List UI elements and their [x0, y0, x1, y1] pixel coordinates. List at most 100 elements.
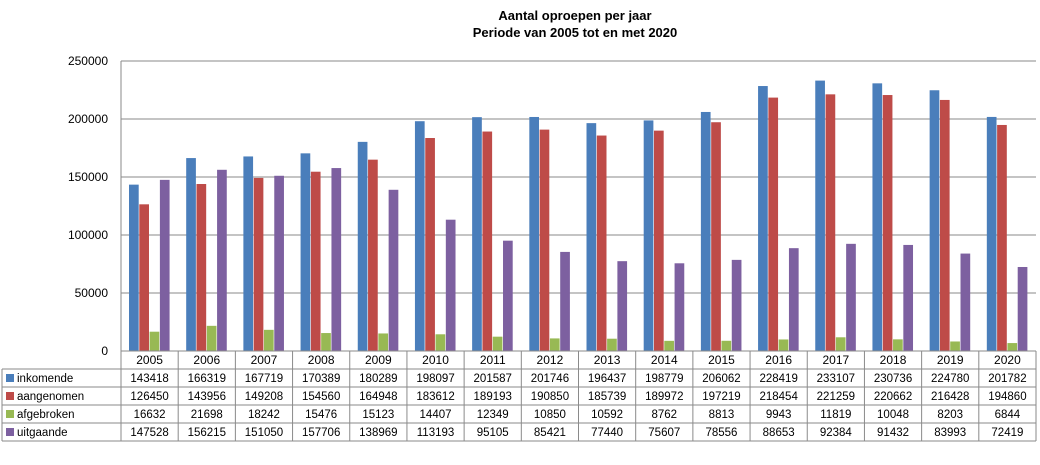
bar-uitgaande-2015: [731, 259, 742, 351]
data-label-afgebroken-2014: 8762: [651, 409, 677, 421]
bar-aangenomen-2016: [768, 97, 779, 352]
data-label-inkomende-2014: 198779: [645, 373, 683, 385]
bar-afgebroken-2005: [149, 331, 160, 351]
data-label-aangenomen-2011: 189193: [474, 391, 512, 403]
data-label-inkomende-2017: 233107: [817, 373, 855, 385]
bar-uitgaande-2009: [388, 189, 399, 351]
y-tick-label: 250000: [68, 54, 108, 68]
data-label-inkomende-2011: 201587: [474, 373, 512, 385]
bar-afgebroken-2016: [778, 339, 789, 351]
bar-uitgaande-2012: [560, 251, 570, 351]
x-tick-label: 2011: [480, 353, 506, 367]
data-label-aangenomen-2015: 197219: [702, 391, 740, 403]
legend-label-afgebroken: afgebroken: [17, 409, 75, 421]
bar-afgebroken-2015: [721, 340, 732, 351]
x-tick-label: 2017: [822, 353, 849, 367]
data-label-aangenomen-2006: 143956: [188, 391, 226, 403]
data-label-afgebroken-2018: 10048: [877, 409, 909, 421]
bar-inkomende-2017: [815, 80, 825, 351]
data-label-inkomende-2009: 180289: [359, 373, 397, 385]
data-label-inkomende-2016: 228419: [759, 373, 797, 385]
data-label-afgebroken-2019: 8203: [937, 409, 963, 421]
x-tick-label: 2008: [308, 353, 335, 367]
x-tick-label: 2020: [994, 353, 1021, 367]
data-label-aangenomen-2017: 221259: [817, 391, 855, 403]
data-label-afgebroken-2016: 9943: [766, 409, 792, 421]
y-tick-label: 100000: [68, 228, 108, 242]
data-label-afgebroken-2011: 12349: [477, 409, 509, 421]
bar-inkomende-2011: [472, 117, 482, 351]
x-tick-label: 2016: [765, 353, 792, 367]
bar-uitgaande-2005: [159, 179, 170, 351]
bar-inkomende-2005: [129, 184, 139, 351]
x-tick-label: 2015: [708, 353, 735, 367]
legend-key-aangenomen: [6, 392, 14, 400]
bar-afgebroken-2009: [378, 333, 389, 351]
bar-inkomende-2018: [872, 83, 883, 351]
legend-label-aangenomen: aangenomen: [17, 391, 84, 403]
x-tick-label: 2005: [136, 353, 163, 367]
data-label-afgebroken-2010: 14407: [420, 409, 452, 421]
data-label-aangenomen-2014: 189972: [645, 391, 683, 403]
y-tick-label: 50000: [75, 286, 109, 300]
bar-aangenomen-2018: [882, 95, 893, 352]
bar-aangenomen-2009: [368, 159, 378, 351]
bar-uitgaande-2016: [788, 248, 799, 351]
x-tick-label: 2013: [594, 353, 621, 367]
data-label-uitgaande-2008: 157706: [302, 427, 340, 439]
chart-subtitle: Periode van 2005 tot en met 2020: [473, 25, 677, 40]
bar-inkomende-2006: [186, 158, 196, 351]
bar-inkomende-2016: [758, 86, 768, 351]
data-label-inkomende-2020: 201782: [988, 373, 1026, 385]
legend-label-inkomende: inkomende: [17, 373, 73, 385]
bar-aangenomen-2011: [482, 131, 493, 351]
bar-inkomende-2020: [986, 116, 997, 351]
data-label-inkomende-2013: 196437: [588, 373, 626, 385]
x-tick-label: 2009: [365, 353, 392, 367]
bar-uitgaande-2011: [503, 240, 513, 351]
bar-afgebroken-2008: [321, 333, 331, 351]
data-label-afgebroken-2009: 15123: [362, 409, 394, 421]
data-label-uitgaande-2018: 91432: [877, 427, 909, 439]
data-label-uitgaande-2020: 72419: [991, 427, 1023, 439]
y-tick-label: 200000: [68, 112, 108, 126]
data-label-inkomende-2012: 201746: [531, 373, 569, 385]
chart-title: Aantal oproepen per jaar: [498, 8, 651, 23]
bar-inkomende-2007: [243, 156, 254, 351]
legend-key-uitgaande: [6, 428, 14, 436]
data-label-inkomende-2007: 167719: [245, 373, 283, 385]
bar-uitgaande-2006: [217, 169, 227, 351]
bar-inkomende-2012: [529, 116, 540, 351]
bar-aangenomen-2008: [310, 171, 321, 351]
bar-inkomende-2013: [586, 123, 597, 351]
bar-afgebroken-2020: [1007, 343, 1018, 351]
data-label-uitgaande-2010: 113193: [417, 427, 455, 439]
data-label-uitgaande-2013: 77440: [591, 427, 623, 439]
bar-aangenomen-2014: [653, 130, 664, 351]
data-label-aangenomen-2005: 126450: [130, 391, 168, 403]
x-tick-label: 2010: [422, 353, 449, 367]
data-label-inkomende-2018: 230736: [874, 373, 912, 385]
data-label-afgebroken-2008: 15476: [305, 409, 337, 421]
data-label-afgebroken-2013: 10592: [591, 409, 623, 421]
bar-aangenomen-2020: [997, 124, 1007, 351]
bar-aangenomen-2007: [253, 177, 264, 351]
bar-afgebroken-2013: [607, 338, 617, 351]
x-tick-label: 2014: [651, 353, 678, 367]
x-tick-label: 2006: [193, 353, 220, 367]
data-label-uitgaande-2017: 92384: [820, 427, 853, 439]
y-tick-label: 0: [101, 344, 108, 358]
data-label-aangenomen-2009: 164948: [359, 391, 397, 403]
y-axis: 0 50000 100000 150000 200000 250000: [68, 54, 122, 358]
data-label-aangenomen-2012: 190850: [531, 391, 569, 403]
data-label-uitgaande-2012: 85421: [534, 427, 566, 439]
bar-aangenomen-2013: [596, 135, 607, 351]
data-label-aangenomen-2013: 185739: [588, 391, 626, 403]
bar-afgebroken-2014: [664, 340, 674, 351]
bar-aangenomen-2005: [139, 204, 149, 351]
bar-uitgaande-2020: [1017, 266, 1028, 351]
data-label-aangenomen-2016: 218454: [759, 391, 798, 403]
bar-inkomende-2015: [700, 111, 711, 351]
x-tick-label: 2019: [937, 353, 964, 367]
